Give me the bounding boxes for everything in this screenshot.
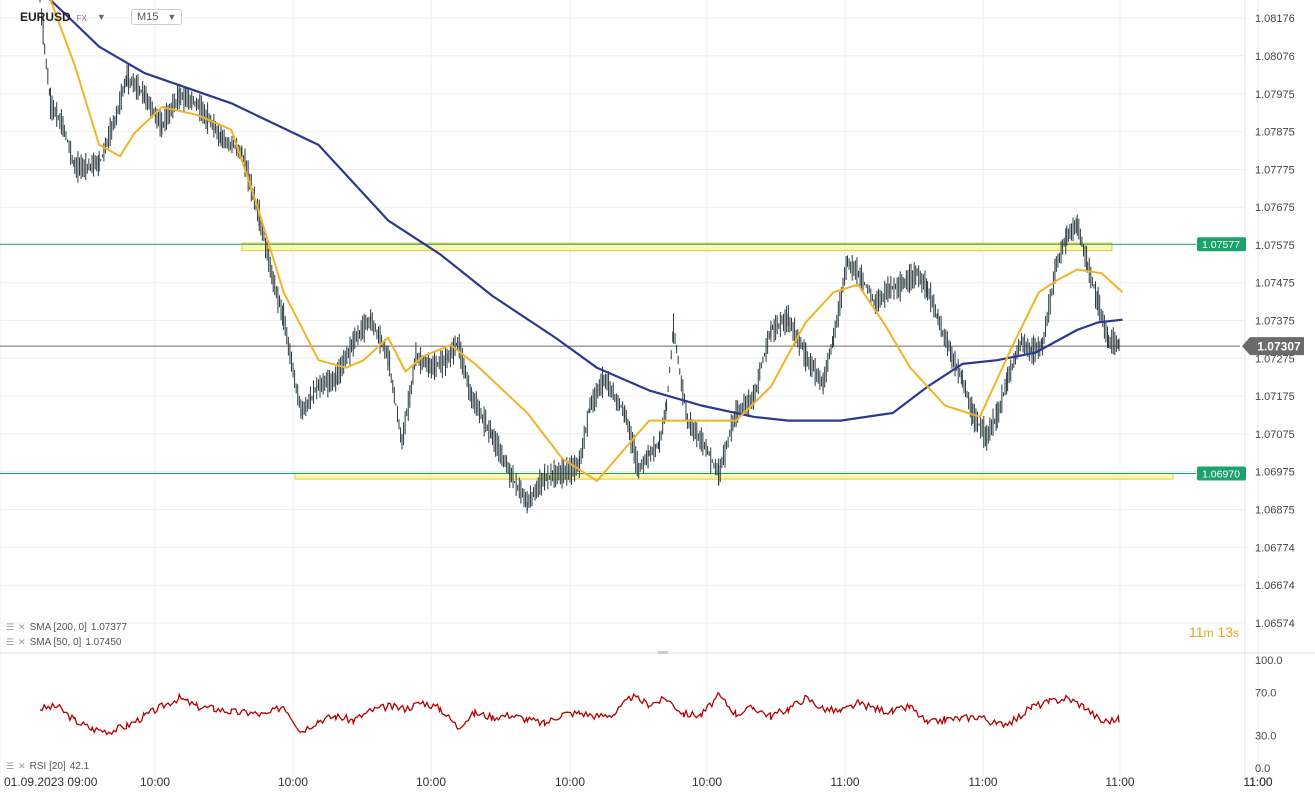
x-tick-label: 11:00 (830, 775, 859, 789)
y-tick-label: 1.07975 (1255, 89, 1295, 101)
price-candles (39, 0, 1120, 514)
legend-sma200-label: SMA [200, 0] (29, 622, 87, 633)
y-tick-label: 1.08176 (1255, 13, 1295, 25)
x-tick-label: 10:00 (278, 775, 308, 789)
y-tick-label: 1.06875 (1255, 504, 1295, 516)
market-label: FX (76, 13, 87, 23)
sr-zone[interactable] (294, 472, 1174, 480)
legend-sma50[interactable]: ☰ ✕ SMA [50, 0] 1.07450 (6, 637, 121, 648)
y-tick-label: 1.07175 (1255, 391, 1295, 403)
sma200-line (48, 0, 1123, 422)
symbol-name[interactable]: EURUSD (20, 10, 71, 24)
legend-sma200[interactable]: ☰ ✕ SMA [200, 0] 1.07377 (6, 622, 127, 633)
chevron-down-icon[interactable]: ▼ (96, 12, 106, 22)
countdown-seconds: 13 (1217, 624, 1234, 640)
current-price-label: 1.07307 (1257, 340, 1301, 354)
x-tick-label: 10:00 (416, 775, 446, 789)
candle-countdown: 11m 13s (1189, 624, 1240, 640)
legend-rsi-value: 42.1 (69, 761, 90, 772)
y-tick-label: 1.07675 (1255, 202, 1295, 214)
close-icon[interactable]: ✕ (18, 637, 26, 647)
timeframe-select[interactable]: M15 ▼ (131, 9, 183, 25)
y-tick-label: 1.06574 (1255, 618, 1295, 630)
level-badge[interactable] (1197, 237, 1246, 252)
x-tick-label: 10:00 (555, 775, 585, 789)
x-tick-label: 10:00 (692, 775, 722, 789)
timeframe-label: M15 (137, 11, 159, 23)
x-tick-label: 01.09.2023 09:00 (4, 775, 98, 789)
x-tick-label: 11:00 (1243, 775, 1272, 789)
rsi-tick-label: 0.0 (1255, 763, 1270, 775)
countdown-minutes: 11 (1189, 624, 1204, 640)
legend-rsi[interactable]: ☰ ✕ RSI [20] 42.1 (6, 761, 89, 772)
rsi-line (39, 691, 1120, 736)
legend-rsi-label: RSI [20] (29, 761, 66, 772)
settings-icon[interactable]: ☰ (6, 622, 15, 632)
y-tick-label: 1.07275 (1255, 353, 1295, 365)
chevron-down-icon: ▼ (167, 12, 177, 22)
sma50-line (49, 0, 1124, 482)
x-tick-label: 11:00 (968, 775, 997, 789)
level-label: 1.06970 (1202, 468, 1240, 480)
rsi-tick-label: 100.0 (1255, 655, 1283, 667)
rsi-tick-label: 30.0 (1255, 731, 1276, 743)
close-icon[interactable]: ✕ (18, 622, 26, 632)
symbol-header[interactable]: EURUSD FX ▼ (20, 10, 106, 24)
y-tick-label: 1.07475 (1255, 278, 1295, 290)
x-tick-label: 11:00 (1243, 775, 1272, 789)
y-tick-label: 1.06975 (1255, 467, 1295, 479)
level-label: 1.07577 (1202, 239, 1240, 251)
y-tick-label: 1.07875 (1255, 127, 1295, 139)
level-badge[interactable] (1197, 466, 1246, 481)
y-tick-label: 1.07075 (1255, 429, 1295, 441)
y-tick-label: 1.07775 (1255, 164, 1295, 176)
settings-icon[interactable]: ☰ (6, 637, 15, 647)
sr-zone[interactable] (241, 242, 1113, 252)
y-tick-label: 1.06674 (1255, 580, 1295, 592)
pane-resize-handle[interactable] (658, 651, 668, 654)
legend-sma50-value: 1.07450 (85, 637, 122, 648)
x-tick-label: 10:00 (140, 775, 170, 789)
y-tick-label: 1.08076 (1255, 51, 1295, 63)
close-icon[interactable]: ✕ (18, 761, 26, 771)
y-tick-label: 1.07575 (1255, 240, 1295, 252)
rsi-tick-label: 70.0 (1255, 687, 1276, 699)
x-tick-label: 11:00 (1105, 775, 1134, 789)
legend-sma200-value: 1.07377 (90, 622, 128, 633)
settings-icon[interactable]: ☰ (6, 761, 15, 771)
y-tick-label: 1.07375 (1255, 316, 1295, 328)
current-price-badge[interactable] (1242, 337, 1304, 356)
y-tick-label: 1.06774 (1255, 542, 1295, 554)
legend-sma50-label: SMA [50, 0] (29, 637, 82, 648)
